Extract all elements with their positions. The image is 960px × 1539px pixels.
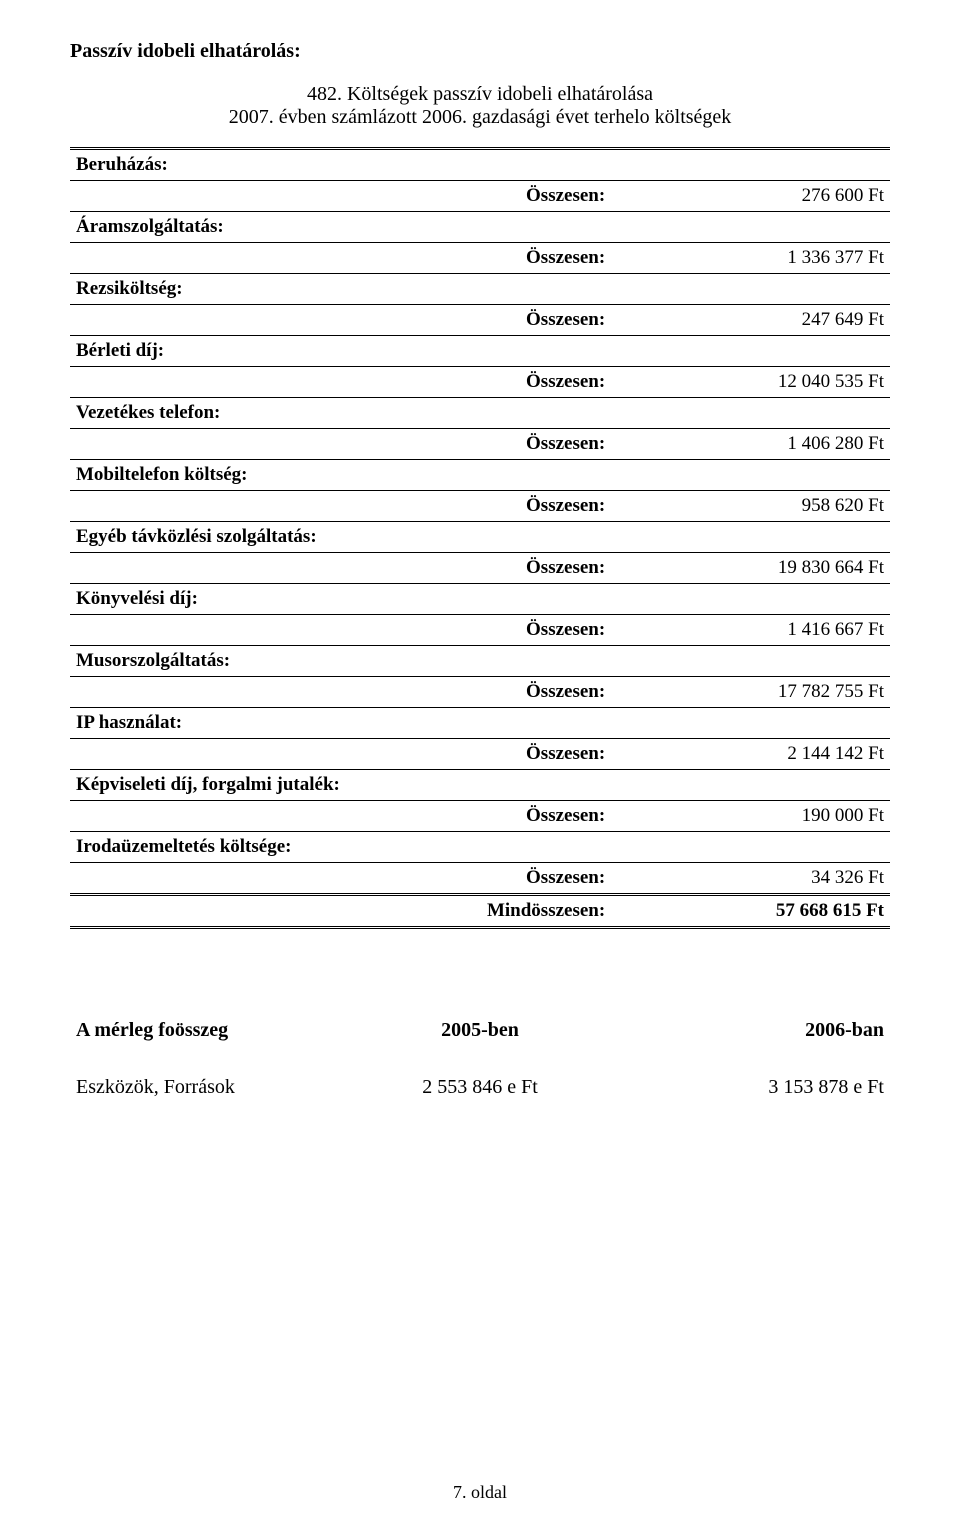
sum-value: 276 600 Ft — [611, 181, 890, 212]
cost-category-label: Bérleti díj: — [70, 336, 611, 367]
sum-value: 1 416 667 Ft — [611, 615, 890, 646]
sum-label: Összesen: — [70, 863, 611, 895]
cost-category-label: Áramszolgáltatás: — [70, 212, 611, 243]
empty-cell — [611, 460, 890, 491]
sum-label: Összesen: — [70, 429, 611, 460]
sum-value: 19 830 664 Ft — [611, 553, 890, 584]
cost-category-label: Musorszolgáltatás: — [70, 646, 611, 677]
sum-value: 12 040 535 Ft — [611, 367, 890, 398]
grand-total-value: 57 668 615 Ft — [611, 895, 890, 928]
cost-category-label: Könyvelési díj: — [70, 584, 611, 615]
empty-cell — [611, 398, 890, 429]
sum-label: Összesen: — [70, 739, 611, 770]
assets-sources-label: Eszközök, Források — [76, 1076, 345, 1099]
subtitle-line-2: 2007. évben számlázott 2006. gazdasági é… — [70, 106, 890, 129]
empty-cell — [611, 832, 890, 863]
empty-cell — [611, 584, 890, 615]
cost-category-label: IP használat: — [70, 708, 611, 739]
sum-label: Összesen: — [70, 677, 611, 708]
sum-value: 958 620 Ft — [611, 491, 890, 522]
sum-value: 17 782 755 Ft — [611, 677, 890, 708]
cost-category-label: Mobiltelefon költség: — [70, 460, 611, 491]
sum-value: 34 326 Ft — [611, 863, 890, 895]
sum-value: 2 144 142 Ft — [611, 739, 890, 770]
sum-label: Összesen: — [70, 243, 611, 274]
empty-cell — [611, 708, 890, 739]
sum-label: Összesen: — [70, 367, 611, 398]
sum-label: Összesen: — [70, 801, 611, 832]
costs-table: Beruházás:Összesen:276 600 FtÁramszolgál… — [70, 147, 890, 929]
empty-cell — [611, 274, 890, 305]
cost-category-label: Vezetékes telefon: — [70, 398, 611, 429]
empty-cell — [611, 646, 890, 677]
cost-category-label: Rezsiköltség: — [70, 274, 611, 305]
section-title: Passzív idobeli elhatárolás: — [70, 40, 890, 63]
balance-2006: 2006-ban — [615, 1019, 884, 1042]
empty-cell — [611, 149, 890, 181]
balance-heading-row: A mérleg foösszeg 2005-ben 2006-ban — [70, 1019, 890, 1042]
assets-2005-value: 2 553 846 e Ft — [345, 1076, 614, 1099]
subtitle-line-1: 482. Költségek passzív idobeli elhatárol… — [70, 83, 890, 106]
balance-label: A mérleg foösszeg — [76, 1019, 345, 1042]
assets-2006-value: 3 153 878 e Ft — [615, 1076, 884, 1099]
cost-category-label: Képviseleti díj, forgalmi jutalék: — [70, 770, 611, 801]
cost-category-label: Beruházás: — [70, 149, 611, 181]
empty-cell — [611, 336, 890, 367]
balance-values-row: Eszközök, Források 2 553 846 e Ft 3 153 … — [70, 1076, 890, 1099]
empty-cell — [611, 522, 890, 553]
sum-label: Összesen: — [70, 181, 611, 212]
sum-label: Összesen: — [70, 553, 611, 584]
balance-2005: 2005-ben — [345, 1019, 614, 1042]
sum-value: 1 336 377 Ft — [611, 243, 890, 274]
sum-value: 190 000 Ft — [611, 801, 890, 832]
empty-cell — [611, 770, 890, 801]
page-footer: 7. oldal — [0, 1482, 960, 1503]
sum-label: Összesen: — [70, 491, 611, 522]
cost-category-label: Irodaüzemeltetés költsége: — [70, 832, 611, 863]
empty-cell — [611, 212, 890, 243]
cost-category-label: Egyéb távközlési szolgáltatás: — [70, 522, 611, 553]
sum-label: Összesen: — [70, 615, 611, 646]
sum-value: 1 406 280 Ft — [611, 429, 890, 460]
grand-total-label: Mindösszesen: — [70, 895, 611, 928]
sum-label: Összesen: — [70, 305, 611, 336]
sum-value: 247 649 Ft — [611, 305, 890, 336]
